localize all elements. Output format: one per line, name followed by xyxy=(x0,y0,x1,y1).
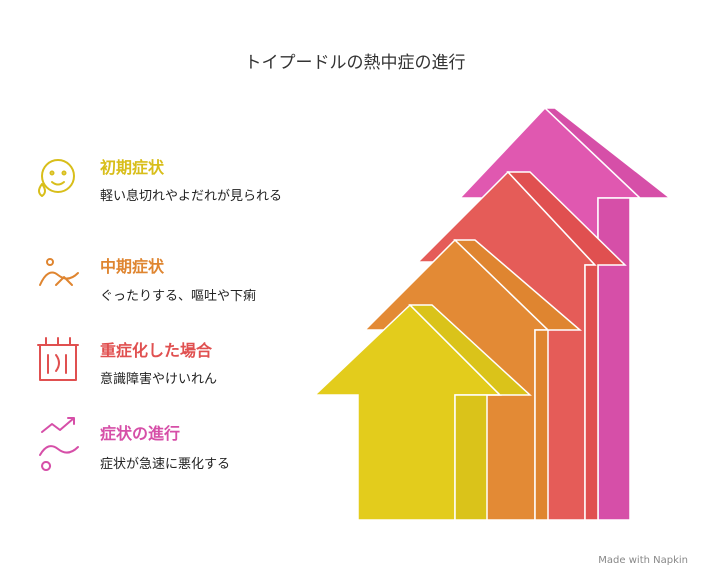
stage-description: 意識障害やけいれん xyxy=(100,372,218,387)
footer: Made with Napkin xyxy=(598,555,688,566)
icon-early xyxy=(38,159,75,197)
icon-middle xyxy=(39,258,79,286)
stage-description: 症状が急速に悪化する xyxy=(100,457,231,472)
stage-title: 症状の進行 xyxy=(100,424,181,443)
title: トイプードルの熱中症の進行 xyxy=(244,53,466,73)
stage-title: 重症化した場合 xyxy=(100,341,213,360)
icon-progress xyxy=(39,417,79,471)
stage-title: 初期症状 xyxy=(100,158,165,177)
stage-description: 軽い息切れやよだれが見られる xyxy=(100,189,283,204)
arrow-early xyxy=(313,303,532,521)
stage-description: ぐったりする、嘔吐や下痢 xyxy=(100,289,257,304)
stage-title: 中期症状 xyxy=(100,257,165,276)
icon-severe xyxy=(37,337,79,381)
